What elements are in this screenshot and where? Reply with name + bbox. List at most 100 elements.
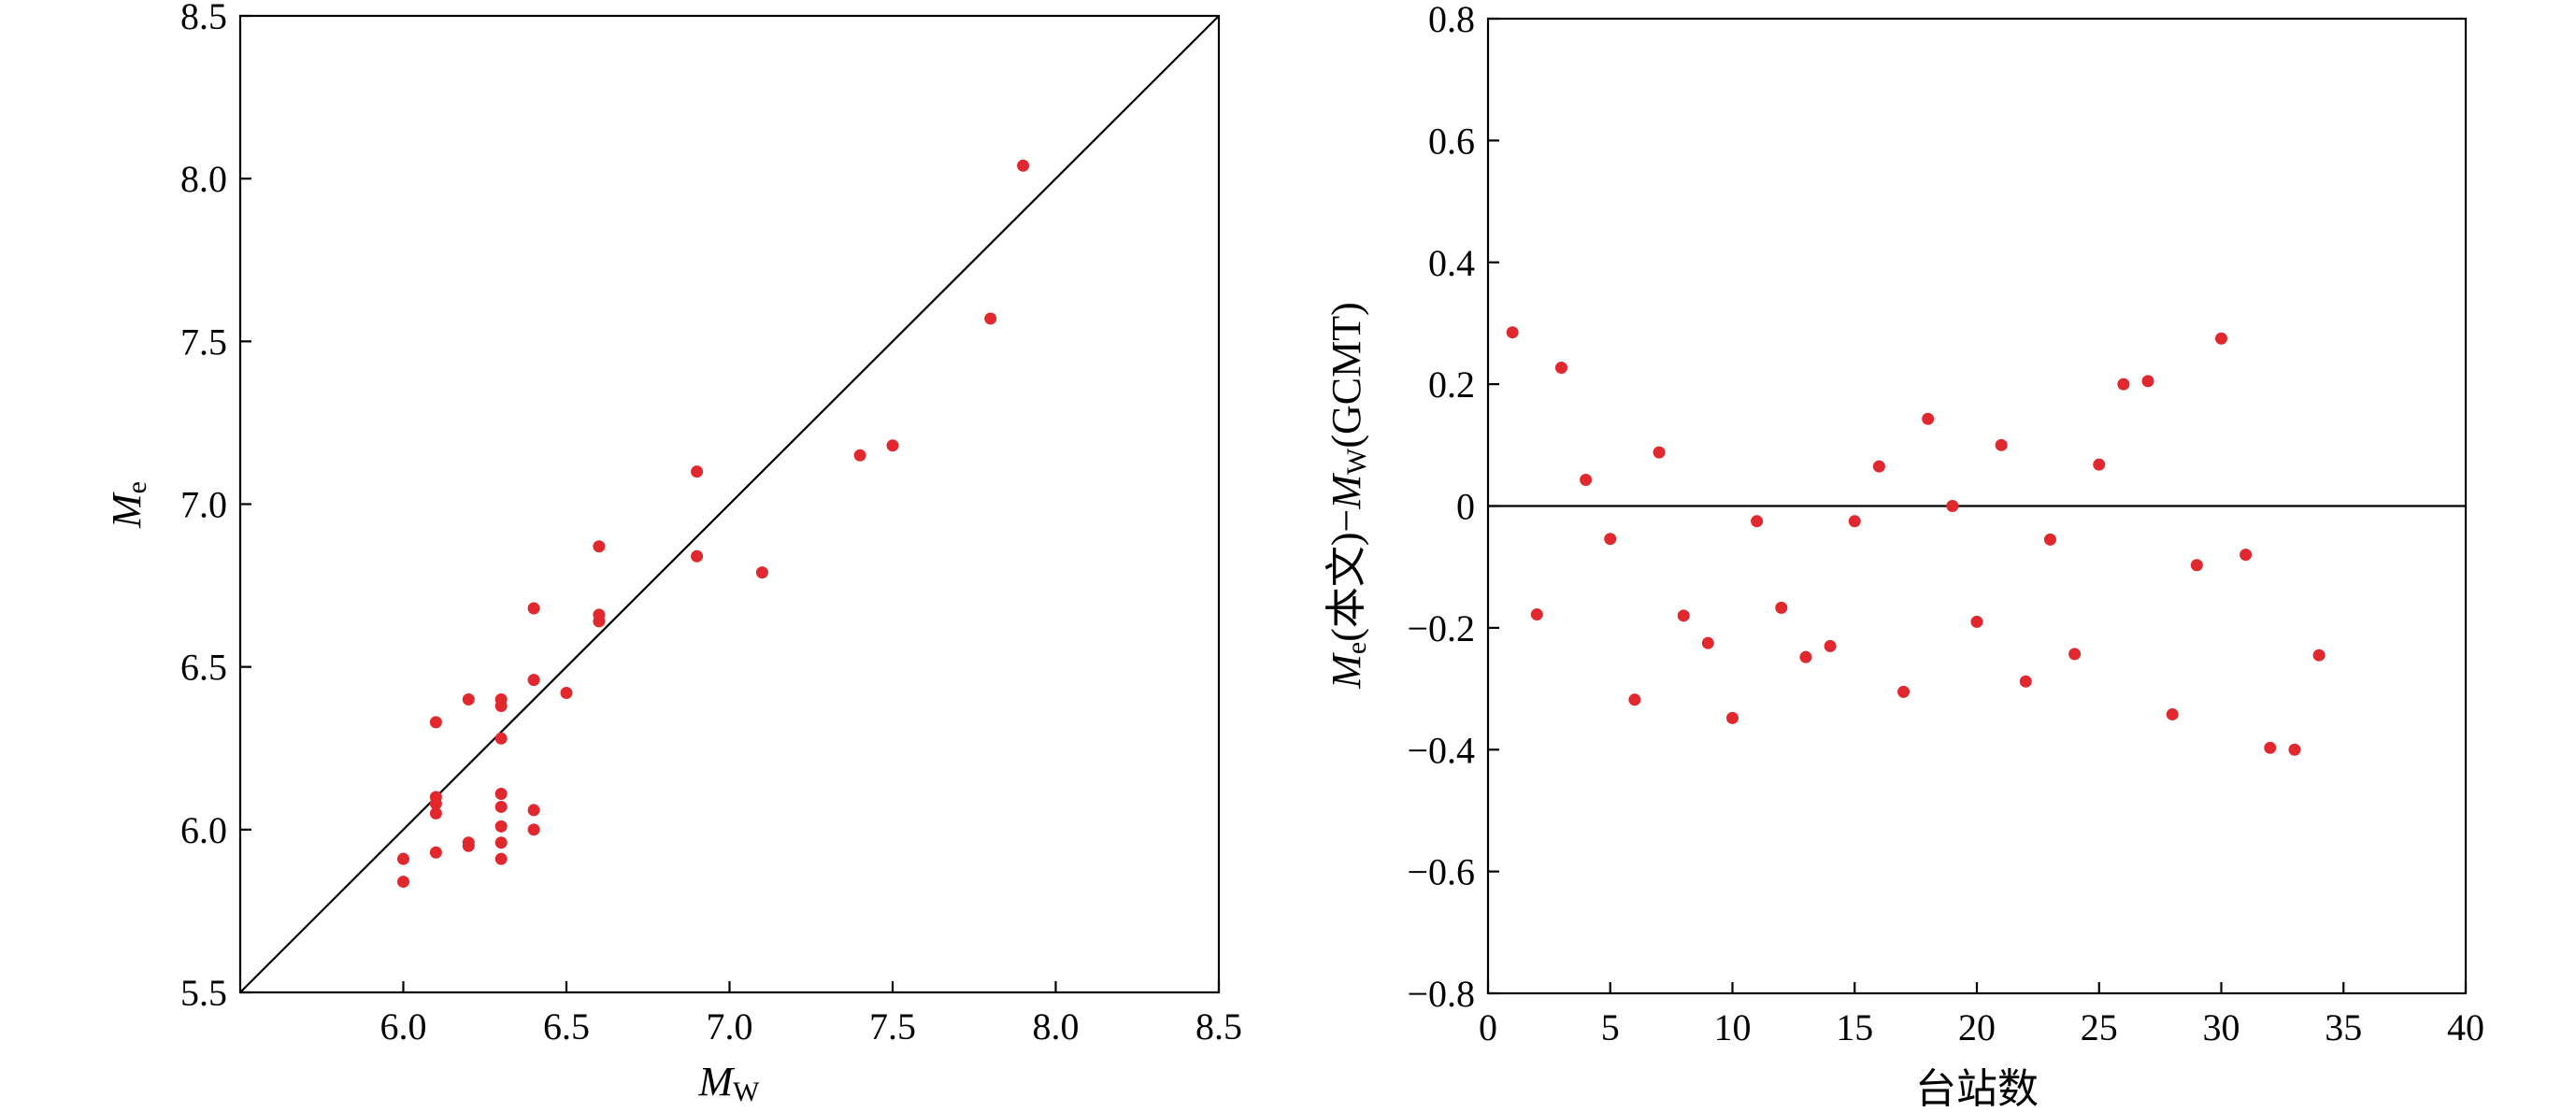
x-tick-label: 40	[2447, 1006, 2484, 1048]
data-point	[527, 602, 540, 615]
y-tick-label: 7.5	[180, 321, 227, 363]
data-point	[560, 687, 573, 700]
data-point	[1897, 685, 1911, 698]
reference-line-y-equals-x	[239, 15, 1220, 993]
data-point	[1580, 473, 1593, 486]
y-tick-label: −0.6	[1407, 851, 1475, 893]
data-point	[886, 439, 899, 452]
data-point	[494, 800, 508, 813]
x-tick-label: 10	[1714, 1006, 1752, 1048]
data-point	[494, 732, 508, 745]
x-axis: 0 5 10 15 20 25 30 35 40	[1479, 982, 2484, 1048]
data-point	[2288, 743, 2301, 756]
x-tick-label: 35	[2325, 1006, 2362, 1048]
x-tick-label: 5	[1601, 1006, 1620, 1048]
data-point	[2312, 649, 2326, 662]
data-point	[429, 716, 442, 729]
x-tick-label: 6.0	[380, 1005, 427, 1048]
data-point	[527, 674, 540, 687]
data-point	[429, 797, 442, 810]
y-tick-label: −0.2	[1407, 607, 1475, 649]
chart-magnitude-comparison: 6.0 6.5 7.0 7.5 8.0 8.5 5.5 6.0 6.5 7.0 7.5 8.0 8.5…	[104, 0, 1242, 1107]
data-point	[1751, 515, 1764, 528]
data-point	[1922, 412, 1935, 425]
data-point	[527, 804, 540, 817]
data-point	[1946, 500, 1959, 512]
data-point	[462, 839, 475, 852]
x-tick-label: 0	[1479, 1006, 1497, 1048]
y-axis: 0.8 0.6 0.4 0.2 0 −0.2 −0.4 −0.6 −0.8	[1407, 0, 1499, 1015]
y-tick-label: 8.5	[180, 0, 227, 37]
data-point	[2068, 648, 2082, 661]
data-point	[2215, 332, 2227, 345]
data-point	[494, 788, 508, 801]
x-tick-label: 30	[2203, 1006, 2240, 1048]
data-point	[593, 615, 606, 628]
data-point	[462, 693, 475, 706]
data-point	[1506, 326, 1519, 339]
y-tick-label: 0.2	[1428, 364, 1475, 406]
data-point	[691, 549, 704, 563]
data-point	[755, 566, 768, 579]
y-axis-label: Me	[104, 481, 152, 529]
data-point	[527, 823, 540, 836]
y-tick-label: 8.0	[180, 158, 227, 200]
x-tick-label: 25	[2081, 1006, 2118, 1048]
y-tick-label: 0.8	[1428, 0, 1475, 40]
x-axis: 6.0 6.5 7.0 7.5 8.0 8.5	[380, 981, 1242, 1048]
data-point	[1775, 601, 1788, 614]
data-point	[1872, 460, 1885, 473]
data-point	[984, 312, 997, 325]
x-tick-label: 15	[1836, 1006, 1873, 1048]
x-tick-label: 7.0	[707, 1005, 753, 1048]
y-tick-label: 0.6	[1428, 120, 1475, 162]
data-point	[494, 852, 508, 865]
y-axis-label: Me(本文)−MW(GCMT)	[1324, 302, 1372, 690]
data-point	[1604, 533, 1617, 546]
data-point	[397, 852, 409, 865]
y-tick-label: −0.8	[1407, 973, 1475, 1015]
chart-magnitude-residuals: 0 5 10 15 20 25 30 35 40 0.8 0.6 0.4 0.2 0 −0.2 −0.4 −0…	[1324, 0, 2484, 1112]
data-point	[2117, 378, 2130, 391]
data-point	[1970, 615, 1983, 628]
data-point	[2141, 375, 2154, 388]
data-point	[2019, 675, 2032, 688]
data-point	[2043, 533, 2056, 546]
data-point	[1628, 693, 1641, 706]
data-point	[397, 876, 409, 889]
data-point	[593, 540, 606, 553]
data-point	[1017, 159, 1030, 172]
y-tick-label: 6.0	[180, 809, 227, 851]
data-point	[2093, 458, 2106, 471]
data-point	[1799, 650, 1812, 663]
data-point	[1726, 711, 1739, 724]
data-point	[2240, 549, 2253, 562]
data-points	[1506, 326, 2326, 756]
x-tick-label: 20	[1958, 1006, 1996, 1048]
data-point	[1677, 609, 1690, 622]
data-point	[429, 806, 442, 820]
data-point	[1554, 362, 1567, 375]
data-point	[494, 820, 508, 833]
x-tick-label: 6.5	[543, 1005, 590, 1048]
data-point	[429, 846, 442, 859]
y-tick-label: 6.5	[180, 647, 227, 689]
x-tick-label: 8.0	[1033, 1005, 1080, 1048]
data-point	[2166, 707, 2179, 720]
data-points	[397, 159, 1030, 889]
data-point	[1848, 515, 1861, 528]
y-tick-label: 5.5	[180, 972, 227, 1014]
y-tick-label: 0.4	[1428, 242, 1475, 284]
data-point	[1824, 639, 1837, 652]
data-point	[691, 465, 704, 478]
y-tick-label: −0.4	[1407, 729, 1475, 771]
data-point	[1653, 446, 1666, 459]
x-axis-label: 台站数	[1915, 1066, 2039, 1112]
y-axis: 5.5 6.0 6.5 7.0 7.5 8.0 8.5	[180, 0, 251, 1014]
y-tick-label: 7.0	[180, 484, 227, 526]
data-point	[853, 449, 866, 462]
data-point	[2190, 559, 2203, 572]
x-tick-label: 8.5	[1195, 1005, 1242, 1048]
y-tick-label: 0	[1456, 486, 1475, 528]
